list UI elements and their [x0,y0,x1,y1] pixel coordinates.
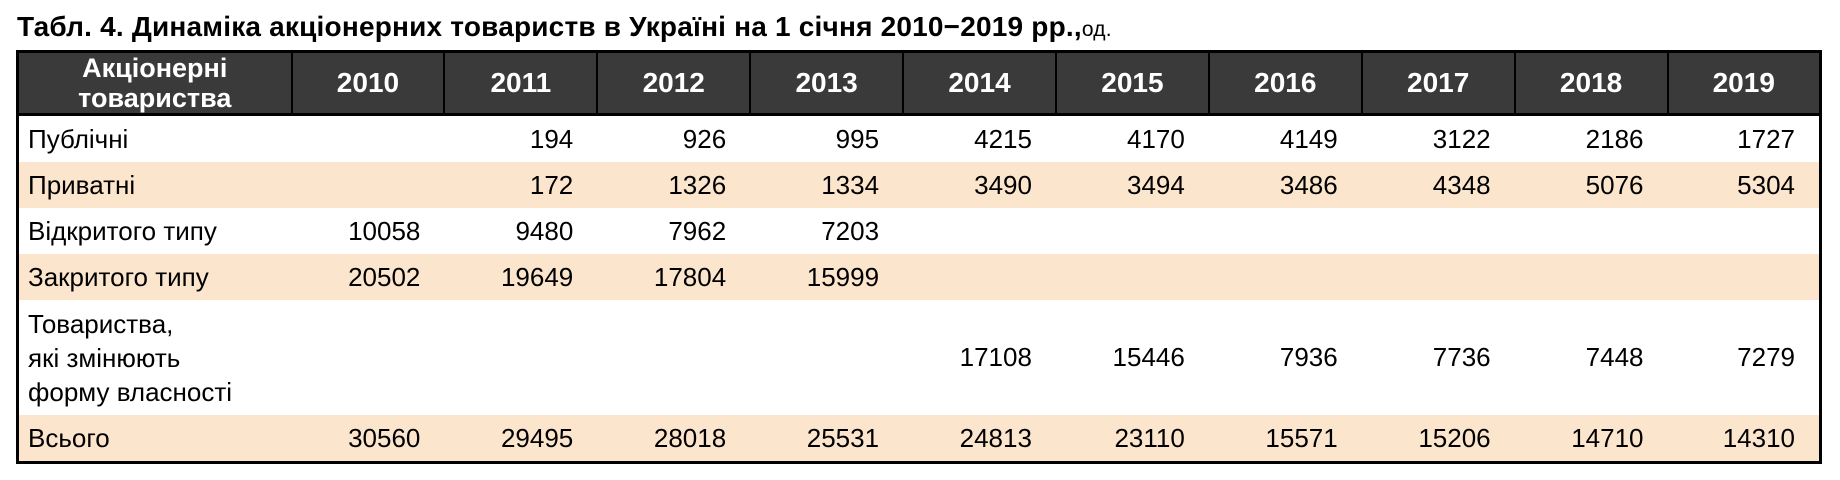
header-row: Акціонерні товариства 2010 2011 2012 2013 201… [17,51,1821,117]
row-label-cell: Відкритого типу [17,208,292,255]
value-cell [597,300,751,416]
row-label-cell: Всього [17,415,292,463]
value-cell: 7962 [597,208,751,255]
row-label-cell: Закритого типу [17,254,292,301]
value-cell: 3490 [903,162,1056,209]
value-cell: 7279 [1667,300,1821,416]
value-cell: 14710 [1514,415,1668,463]
value-cell [1514,254,1668,301]
value-cell: 17108 [903,300,1056,416]
value-cell: 194 [444,114,598,163]
value-cell [1208,254,1362,301]
value-cell: 29495 [444,415,598,463]
value-cell [291,114,445,163]
value-cell: 172 [444,162,598,209]
value-cell: 1326 [597,162,751,209]
joint-stock-companies-table: Акціонерні товариства 2010 2011 2012 2013 201… [16,50,1822,465]
value-cell: 17804 [597,254,751,301]
value-cell [1667,208,1821,255]
value-cell [1361,208,1515,255]
value-cell: 3486 [1208,162,1362,209]
value-cell [1667,254,1821,301]
value-cell: 20502 [291,254,445,301]
value-cell: 25531 [750,415,904,463]
value-cell: 3122 [1361,114,1515,163]
value-cell: 15206 [1361,415,1515,463]
table-head: Акціонерні товариства 2010 2011 2012 2013 201… [17,51,1821,117]
row-label-cell: Публічні [17,114,292,163]
value-cell [903,208,1056,255]
value-cell: 14310 [1667,415,1821,463]
year-header-cell: 2015 [1054,51,1209,117]
value-cell: 19649 [444,254,598,301]
table-body: Публічні 194 926 995 4215 4170 4149 3122 2186 172… [17,114,1821,463]
value-cell: 15571 [1208,415,1362,463]
table-row: Приватні 172 1326 1334 3490 3494 3486 4348 5076 5… [17,162,1821,209]
value-cell: 23110 [1055,415,1209,463]
value-cell: 7203 [750,208,904,255]
year-header-cell: 2013 [749,51,904,117]
value-cell: 7448 [1514,300,1668,416]
value-cell: 7936 [1208,300,1362,416]
value-cell: 926 [597,114,751,163]
table-row: Закритого типу 20502 19649 17804 15999 [17,254,1821,301]
value-cell: 24813 [903,415,1056,463]
value-cell: 2186 [1514,114,1668,163]
value-cell: 995 [750,114,904,163]
caption-unit-label: од. [1081,18,1112,41]
table-row: Публічні 194 926 995 4215 4170 4149 3122 2186 172… [17,114,1821,163]
value-cell: 4170 [1055,114,1209,163]
value-cell: 5076 [1514,162,1668,209]
value-cell [1361,254,1515,301]
value-cell: 1334 [750,162,904,209]
value-cell [1514,208,1668,255]
value-cell: 15446 [1055,300,1209,416]
value-cell [1208,208,1362,255]
value-cell [291,162,445,209]
value-cell: 5304 [1667,162,1821,209]
value-cell: 15999 [750,254,904,301]
value-cell [1055,208,1209,255]
value-cell: 30560 [291,415,445,463]
year-header-cell: 2017 [1360,51,1515,117]
row-label-cell: Товариства, які змінюють форму власності [17,300,292,416]
value-cell: 28018 [597,415,751,463]
value-cell: 3494 [1055,162,1209,209]
value-cell [903,254,1056,301]
row-label-cell: Приватні [17,162,292,209]
value-cell [291,300,445,416]
table-caption: Табл. 4. Динаміка акціонерних товариств … [0,0,1840,50]
value-cell: 7736 [1361,300,1515,416]
value-cell: 10058 [291,208,445,255]
year-header-cell: 2016 [1207,51,1362,117]
corner-header-cell: Акціонерні товариства [17,51,292,117]
year-header-cell: 2011 [443,51,598,117]
value-cell: 4348 [1361,162,1515,209]
value-cell: 4149 [1208,114,1362,163]
value-cell [750,300,904,416]
year-header-cell: 2014 [902,51,1056,117]
value-cell: 9480 [444,208,598,255]
year-header-cell: 2019 [1666,51,1821,117]
year-header-cell: 2018 [1513,51,1668,117]
table-row: Товариства, які змінюють форму власності… [17,300,1821,416]
caption-text: Табл. 4. Динаміка акціонерних товариств … [17,11,1082,42]
value-cell [444,300,598,416]
table-row: Відкритого типу 10058 9480 7962 7203 [17,208,1821,255]
value-cell [1055,254,1209,301]
value-cell: 1727 [1667,114,1821,163]
value-cell: 4215 [903,114,1056,163]
year-header-cell: 2012 [596,51,751,117]
table-row: Всього 30560 29495 28018 25531 24813 23110 1557… [17,415,1821,463]
year-header-cell: 2010 [290,51,445,117]
